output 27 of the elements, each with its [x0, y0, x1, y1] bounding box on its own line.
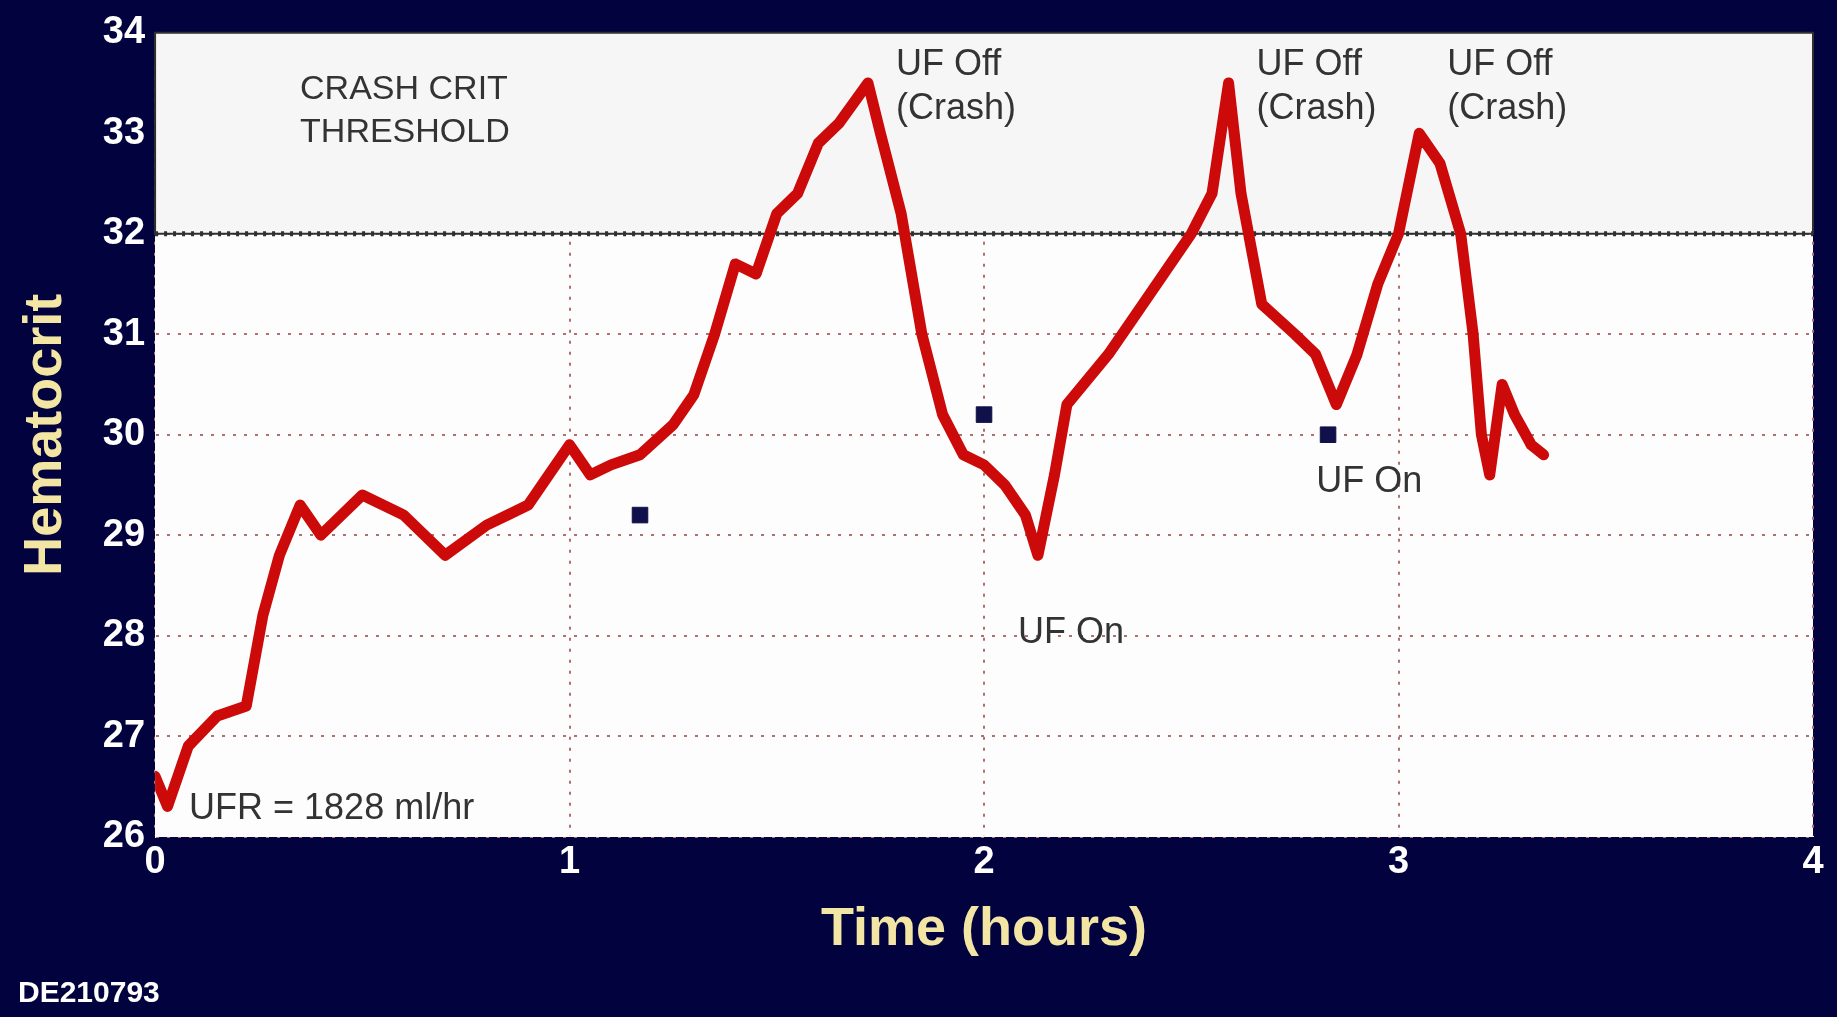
- x-tick-label: 1: [558, 838, 581, 881]
- y-tick-label: 30: [102, 411, 146, 454]
- x-tick-label: 4: [1802, 838, 1824, 881]
- x-axis-title: Time (hours): [821, 896, 1148, 957]
- point: [975, 406, 993, 423]
- annotation: UF On: [1316, 459, 1423, 501]
- y-tick-label: 26: [102, 813, 146, 856]
- band-label: CRASH CRIT THRESHOLD: [300, 68, 510, 150]
- y-tick-label: 31: [102, 310, 146, 353]
- y-tick-label: 32: [102, 210, 146, 253]
- x-tick-label: 3: [1387, 838, 1410, 881]
- text: DE210793: [18, 975, 160, 1009]
- y-tick-label: 34: [102, 9, 146, 52]
- annotation: UFR = 1828 ml/hr: [189, 785, 475, 827]
- annotation: UF Off (Crash): [895, 41, 1016, 127]
- x-tick-label: 2: [973, 838, 995, 881]
- annotation: UF Off (Crash): [1447, 41, 1568, 127]
- y-tick-label: 29: [102, 511, 146, 554]
- y-axis-title: Hematocrit: [12, 293, 73, 576]
- y-tick-label: 33: [102, 109, 146, 152]
- y-tick-label: 28: [102, 612, 146, 655]
- point: [1319, 426, 1337, 443]
- y-tick-label: 27: [102, 712, 146, 755]
- annotation: UF Off (Crash): [1256, 41, 1377, 127]
- x-tick-label: 0: [144, 838, 166, 881]
- annotation: UF On: [1017, 610, 1124, 652]
- point: [631, 506, 649, 524]
